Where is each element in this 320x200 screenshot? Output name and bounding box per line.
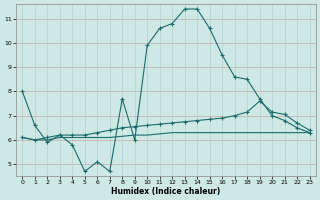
X-axis label: Humidex (Indice chaleur): Humidex (Indice chaleur) xyxy=(111,187,220,196)
